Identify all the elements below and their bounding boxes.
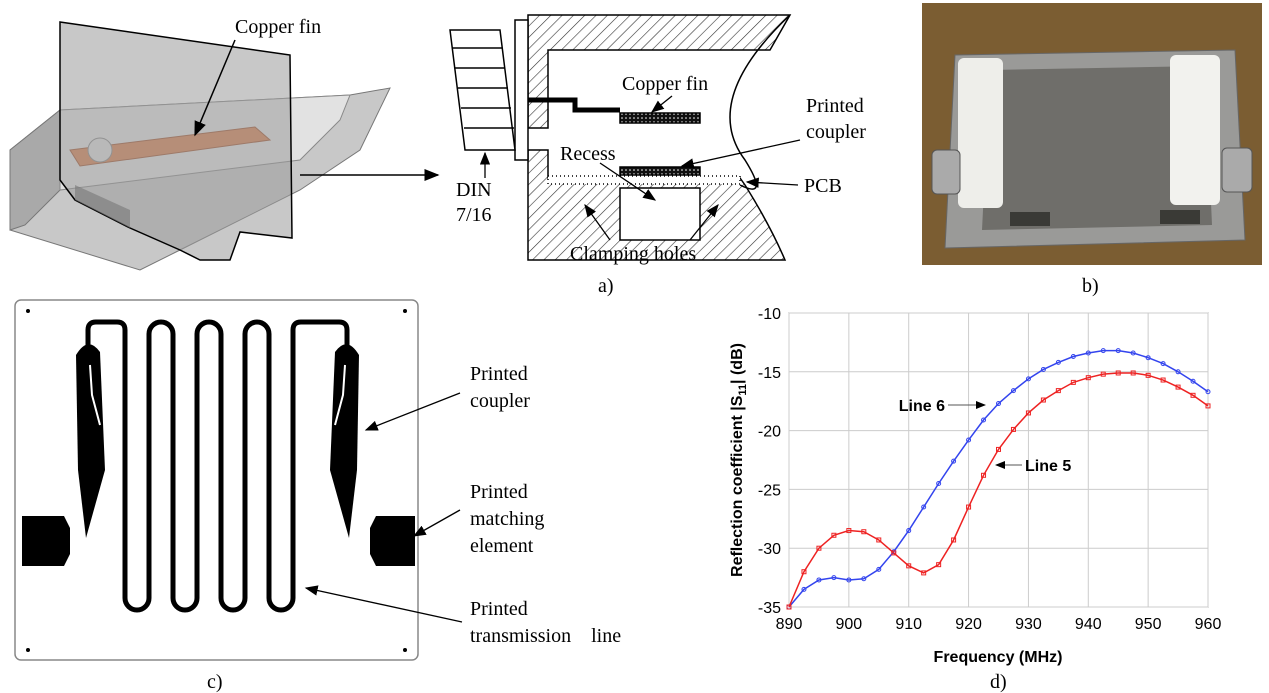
y-tick-label: -15	[758, 365, 781, 382]
y-axis-label-part: Reflection coefficient |S	[729, 395, 746, 577]
y-axis-label-part: | (dB)	[729, 343, 746, 384]
caption: c)	[207, 671, 223, 693]
figure: Copper fin Copper fin Printed coupler Re…	[0, 0, 1269, 693]
arrow	[682, 140, 800, 166]
y-tick-label: -35	[758, 600, 781, 617]
x-axis-label: Frequency (MHz)	[934, 649, 1063, 666]
label: PCB	[804, 175, 842, 197]
label: Printed	[470, 598, 528, 620]
y-axis-label-part: 11	[737, 384, 749, 396]
label: DIN	[456, 179, 492, 201]
label: Printed	[806, 95, 864, 117]
panel-a-3d	[10, 22, 390, 270]
label: element	[470, 535, 534, 557]
x-tick-label: 920	[955, 616, 982, 633]
label: Printed	[470, 363, 528, 385]
x-tick-label: 930	[1015, 616, 1042, 633]
chart: -35 -30 -25 -20 -15 -10 890 900 910 920 930 940 950 9…	[758, 306, 1222, 633]
label: Printed	[470, 481, 528, 503]
photo	[922, 3, 1262, 265]
label: matching	[470, 508, 544, 530]
caption: b)	[1082, 275, 1099, 297]
y-tick-label: -20	[758, 424, 781, 441]
label: Copper fin	[622, 73, 708, 95]
label: coupler	[806, 121, 866, 143]
x-tick-label: 960	[1195, 616, 1222, 633]
y-tick-label: -10	[758, 306, 781, 323]
series-label: Line 6	[899, 398, 945, 415]
label: Clamping holes	[570, 243, 696, 265]
panel-a-section	[450, 15, 790, 260]
label: transmission line	[470, 625, 621, 647]
arrow	[747, 182, 798, 185]
x-tick-label: 890	[776, 616, 803, 633]
arrow	[414, 510, 460, 536]
series-label: Line 5	[1025, 458, 1071, 475]
caption: a)	[598, 275, 614, 297]
y-tick-label: -25	[758, 482, 781, 499]
x-tick-label: 910	[895, 616, 922, 633]
label: coupler	[470, 390, 530, 412]
x-tick-label: 900	[836, 616, 863, 633]
pcb-layout	[15, 300, 418, 660]
label: Recess	[560, 143, 616, 165]
label: Copper fin	[235, 16, 321, 38]
label: 7/16	[456, 204, 492, 226]
y-axis-label: Reflection coefficient |S11| (dB)	[729, 343, 749, 577]
x-tick-label: 940	[1075, 616, 1102, 633]
caption: d)	[990, 671, 1007, 693]
y-tick-label: -30	[758, 541, 781, 558]
x-tick-label: 950	[1135, 616, 1162, 633]
arrow	[652, 96, 672, 112]
